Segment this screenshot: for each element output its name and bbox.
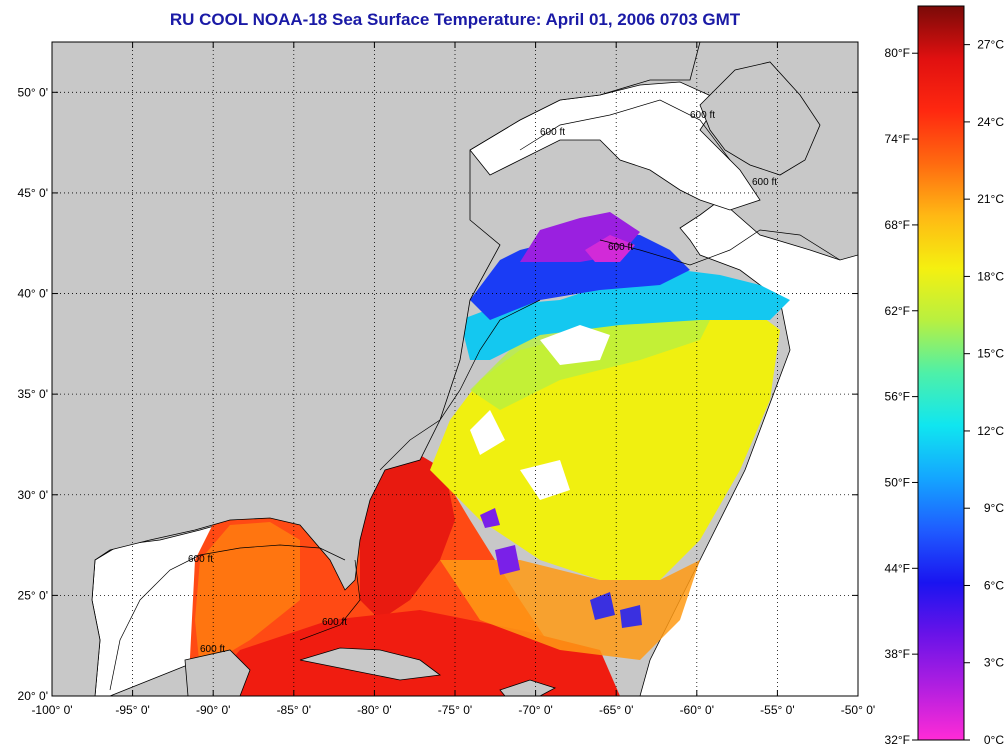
celsius-tick-label: 9°C [984,501,1004,515]
isobath-label: 600 ft [690,110,715,121]
celsius-tick-label: 3°C [984,656,1004,670]
lat-tick-label: 40° 0' [18,287,48,301]
lat-tick-label: 50° 0' [18,85,48,99]
isobath-atlantic [379,299,541,471]
fahrenheit-tick-label: 80°F [885,46,910,60]
isobath-label: 600 ft [540,127,565,138]
longitude-axis: -100° 0' -95° 0' -90° 0' -85° 0' -80° 0' -75°… [31,42,875,717]
lon-tick-label: -60° 0' [680,703,714,717]
celsius-tick-label: 18°C [977,269,1004,283]
lon-tick-label: -50° 0' [841,703,875,717]
lon-tick-label: -85° 0' [277,703,311,717]
lon-tick-label: -70° 0' [518,703,552,717]
lat-tick-label: 30° 0' [18,488,48,502]
fahrenheit-tick-label: 50°F [885,475,910,489]
cold-eddy-1 [480,508,500,528]
sst-magenta-bay [585,235,635,262]
hispaniola-land [499,679,557,696]
cloud-gap-2 [470,410,505,455]
isobath-label: 600 ft [200,644,225,655]
lon-tick-label: -90° 0' [196,703,230,717]
isobath-gulf [109,544,346,691]
sst-orange-gulf [195,522,300,670]
east-coast-land [52,42,701,696]
cuba-land [299,647,442,681]
isobath-label: 600 ft [188,554,213,565]
ocean-no-data [639,42,858,696]
colorbar [917,5,965,741]
graticule [52,42,858,696]
newfoundland-land [699,61,821,176]
fahrenheit-tick-label: 38°F [885,647,910,661]
celsius-tick-label: 21°C [977,192,1004,206]
cloud-gap-1 [540,325,610,365]
lon-tick-label: -80° 0' [357,703,391,717]
celsius-tick-label: 6°C [984,578,1004,592]
celsius-tick-label: 24°C [977,115,1004,129]
lon-tick-label: -100° 0' [31,703,72,717]
lon-tick-label: -95° 0' [115,703,149,717]
yucatan-land [184,649,251,696]
cloud-gap-3 [520,460,570,500]
fahrenheit-tick-label: 62°F [885,304,910,318]
fahrenheit-tick-label: 32°F [885,733,910,747]
sst-orange-south [440,560,700,660]
isobath-laurentian [519,99,731,161]
lat-tick-label: 35° 0' [18,387,48,401]
isobaths [109,99,841,691]
celsius-tick-label: 12°C [977,424,1004,438]
fahrenheit-tick-label: 44°F [885,561,910,575]
isobath-label: 600 ft [608,242,633,253]
isobath-florida [299,559,361,641]
celsius-tick-label: 27°C [977,38,1004,52]
sst-shelf-cyan [460,270,790,360]
latitude-axis: 20° 0' 25° 0' 30° 0' 35° 0' 40° 0' 45° 0' 50° … [18,85,858,703]
isobath-labels: 600 ft 600 ft 600 ft 600 ft 600 ft 600 f… [188,110,777,655]
lat-tick-label: 25° 0' [18,588,48,602]
colorbar-celsius-scale: 0°C 3°C 6°C 9°C 12°C 15°C 18°C 21°C 24°C 27°C [964,38,1004,747]
colorbar-fahrenheit-scale: 32°F 38°F 44°F 50°F 56°F 62°F 68°F 74°F 80°F [885,46,918,747]
isobath-nova-scotia [599,229,841,266]
cold-eddy-2 [495,545,520,575]
sst-swath [188,212,790,696]
fahrenheit-tick-label: 56°F [885,390,910,404]
cold-eddy-3 [590,592,615,620]
lon-tick-label: -65° 0' [599,703,633,717]
lat-tick-label: 45° 0' [18,186,48,200]
lon-tick-label: -75° 0' [438,703,472,717]
lat-tick-label: 20° 0' [18,689,48,703]
sst-gulf-stream-red [360,455,455,620]
fahrenheit-tick-label: 74°F [885,132,910,146]
fahrenheit-tick-label: 68°F [885,218,910,232]
celsius-tick-label: 0°C [984,733,1004,747]
lon-tick-label: -55° 0' [760,703,794,717]
cold-eddy-4 [620,605,642,628]
isobath-label: 600 ft [752,177,777,188]
celsius-tick-label: 15°C [977,347,1004,361]
map-title: RU COOL NOAA-18 Sea Surface Temperature:… [169,10,741,29]
isobath-label: 600 ft [322,617,347,628]
